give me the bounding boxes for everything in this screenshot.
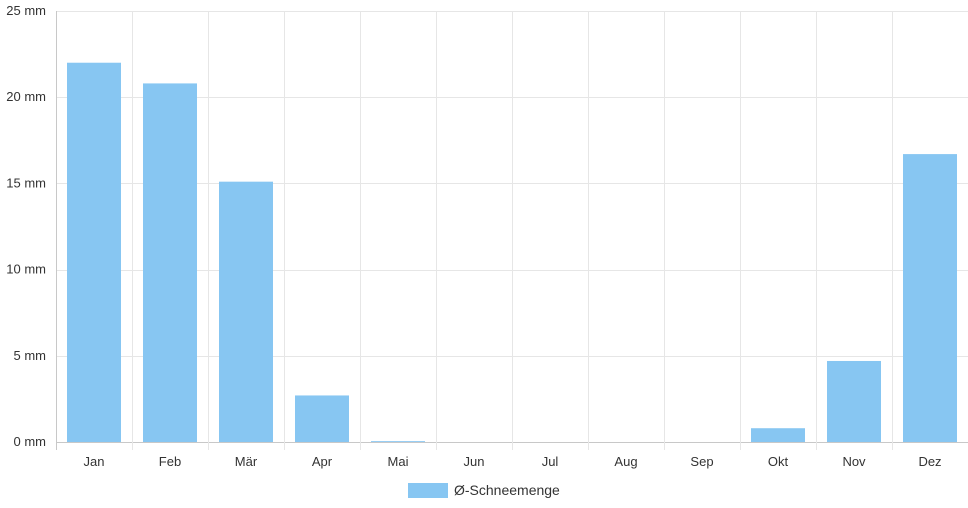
x-tick-label: Okt <box>768 454 789 469</box>
x-tick-label: Apr <box>312 454 333 469</box>
y-tick-label: 25 mm <box>6 3 46 18</box>
y-tick-label: 0 mm <box>14 434 47 449</box>
y-tick-label: 5 mm <box>14 348 47 363</box>
x-tick-label: Mai <box>388 454 409 469</box>
bar-nov[interactable] <box>827 360 881 442</box>
x-tick-label: Nov <box>842 454 866 469</box>
x-tick-label: Feb <box>159 454 181 469</box>
legend-label[interactable]: Ø-Schneemenge <box>454 482 560 498</box>
x-axis: Jan Feb Mär Apr Mai Jun Jul Aug Sep Okt Nov Dez <box>84 454 942 469</box>
x-tick-label: Jun <box>464 454 485 469</box>
bar-feb[interactable] <box>143 83 197 443</box>
bars <box>67 62 957 443</box>
bar-apr[interactable] <box>295 395 349 442</box>
y-tick-label: 20 mm <box>6 89 46 104</box>
x-tick-label: Mär <box>235 454 258 469</box>
x-tick-label: Sep <box>690 454 713 469</box>
bar-jan[interactable] <box>67 62 121 442</box>
y-tick-label: 10 mm <box>6 262 46 277</box>
legend[interactable]: Ø-Schneemenge <box>408 482 560 498</box>
bar-mai[interactable] <box>371 441 425 442</box>
bar-dez[interactable] <box>903 154 957 443</box>
x-tick-label: Jan <box>84 454 105 469</box>
y-axis: 0 mm 5 mm 10 mm 15 mm 20 mm 25 mm <box>6 3 46 449</box>
x-tick-label: Aug <box>614 454 637 469</box>
grid-lines <box>56 11 968 450</box>
y-tick-label: 15 mm <box>6 175 46 190</box>
legend-swatch[interactable] <box>408 483 448 498</box>
bar-mär[interactable] <box>219 181 273 442</box>
bar-okt[interactable] <box>751 428 805 442</box>
x-tick-label: Dez <box>918 454 941 469</box>
x-tick-label: Jul <box>542 454 559 469</box>
